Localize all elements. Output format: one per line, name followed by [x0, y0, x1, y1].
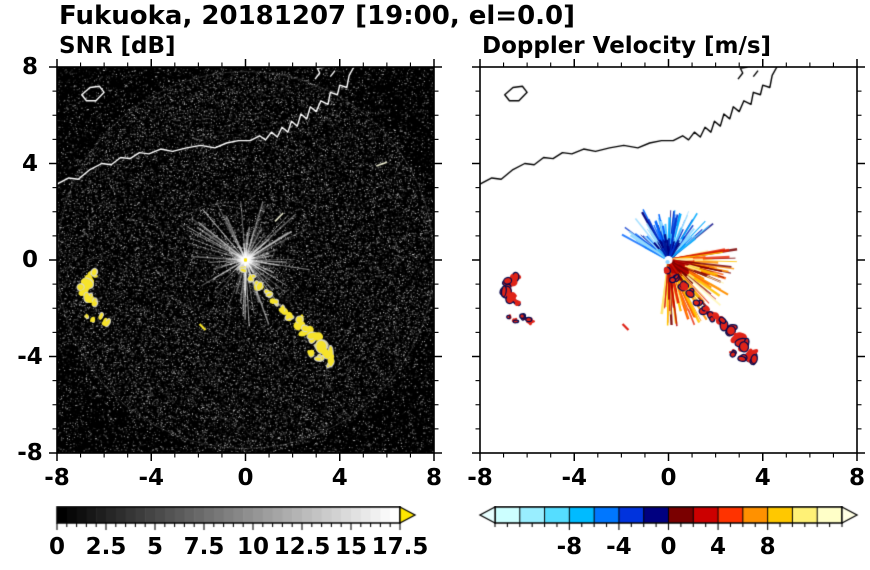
tick-label: 8 [759, 534, 776, 560]
tick-label: 17.5 [371, 534, 429, 560]
tick-label: 0 [237, 465, 254, 491]
tick-label: 4 [331, 465, 348, 491]
figure-title: Fukuoka, 20181207 [19:00, el=0.0] [59, 1, 576, 31]
tick-label: 4 [710, 534, 727, 560]
tick-label: 0 [660, 534, 677, 560]
tick-label: 0 [48, 534, 66, 560]
snr-radar-canvas [57, 67, 434, 453]
tick-label: 12.5 [273, 534, 331, 560]
tick-label: -4 [17, 343, 43, 370]
tick-label: -8 [17, 440, 43, 466]
tick-label: 8 [425, 465, 443, 491]
panel-label-doppler-velocity: Doppler Velocity [m/s] [482, 33, 772, 59]
axes-frame-snr [49, 59, 442, 461]
doppler-velocity-colorbar [478, 506, 859, 534]
tick-label: 8 [848, 465, 866, 491]
tick-label: 4 [21, 150, 39, 177]
tick-label: -4 [561, 465, 588, 491]
tick-label: 8 [21, 54, 39, 80]
tick-label: 5 [146, 534, 164, 560]
snr-colorbar [55, 506, 417, 534]
tick-label: -4 [606, 534, 632, 560]
tick-label: 0 [660, 465, 677, 491]
tick-label: -8 [467, 465, 493, 491]
tick-label: 2.5 [85, 534, 127, 560]
tick-label: 4 [754, 465, 771, 491]
tick-label: -8 [556, 534, 583, 560]
tick-label: 10 [236, 534, 270, 560]
tick-label: -8 [44, 465, 70, 491]
axes-frame-doppler [472, 59, 865, 461]
tick-label: 15 [334, 534, 368, 560]
doppler-velocity-radar-canvas [480, 67, 857, 453]
panel-label-snr: SNR [dB] [59, 33, 176, 59]
tick-label: 0 [21, 247, 39, 273]
tick-label: 7.5 [183, 534, 225, 560]
tick-label: -4 [138, 465, 165, 491]
